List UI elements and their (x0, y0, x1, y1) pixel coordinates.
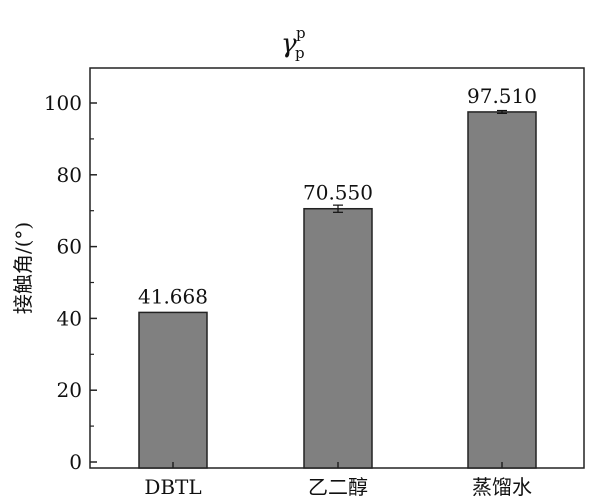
y-axis-ticks: 0 20 40 60 80 100 (44, 91, 97, 474)
data-label: 97.510 (467, 84, 537, 108)
bar (467, 111, 537, 469)
category-label: 乙二醇 (308, 475, 368, 499)
y-tick-label: 100 (44, 91, 82, 115)
y-tick-label: 80 (57, 163, 82, 187)
bars (138, 109, 537, 469)
y-tick-label: 40 (57, 306, 82, 330)
title-symbol: γ (281, 29, 297, 59)
chart-title: γ p p (281, 24, 306, 62)
data-labels: 41.668 70.550 97.510 (138, 84, 537, 308)
bar (138, 311, 208, 469)
category-label: 蒸馏水 (472, 475, 532, 499)
title-superscript: p (296, 24, 306, 42)
data-label: 41.668 (138, 284, 208, 308)
title-subscript: p (295, 44, 305, 62)
y-tick-label: 0 (69, 450, 82, 474)
data-label: 70.550 (303, 181, 373, 205)
category-label: DBTL (144, 475, 201, 499)
category-labels: DBTL 乙二醇 蒸馏水 (144, 462, 532, 499)
bar (303, 207, 373, 469)
y-tick-label: 20 (57, 378, 82, 402)
y-axis-label: 接触角/(°) (11, 222, 35, 314)
y-tick-label: 60 (57, 235, 82, 259)
